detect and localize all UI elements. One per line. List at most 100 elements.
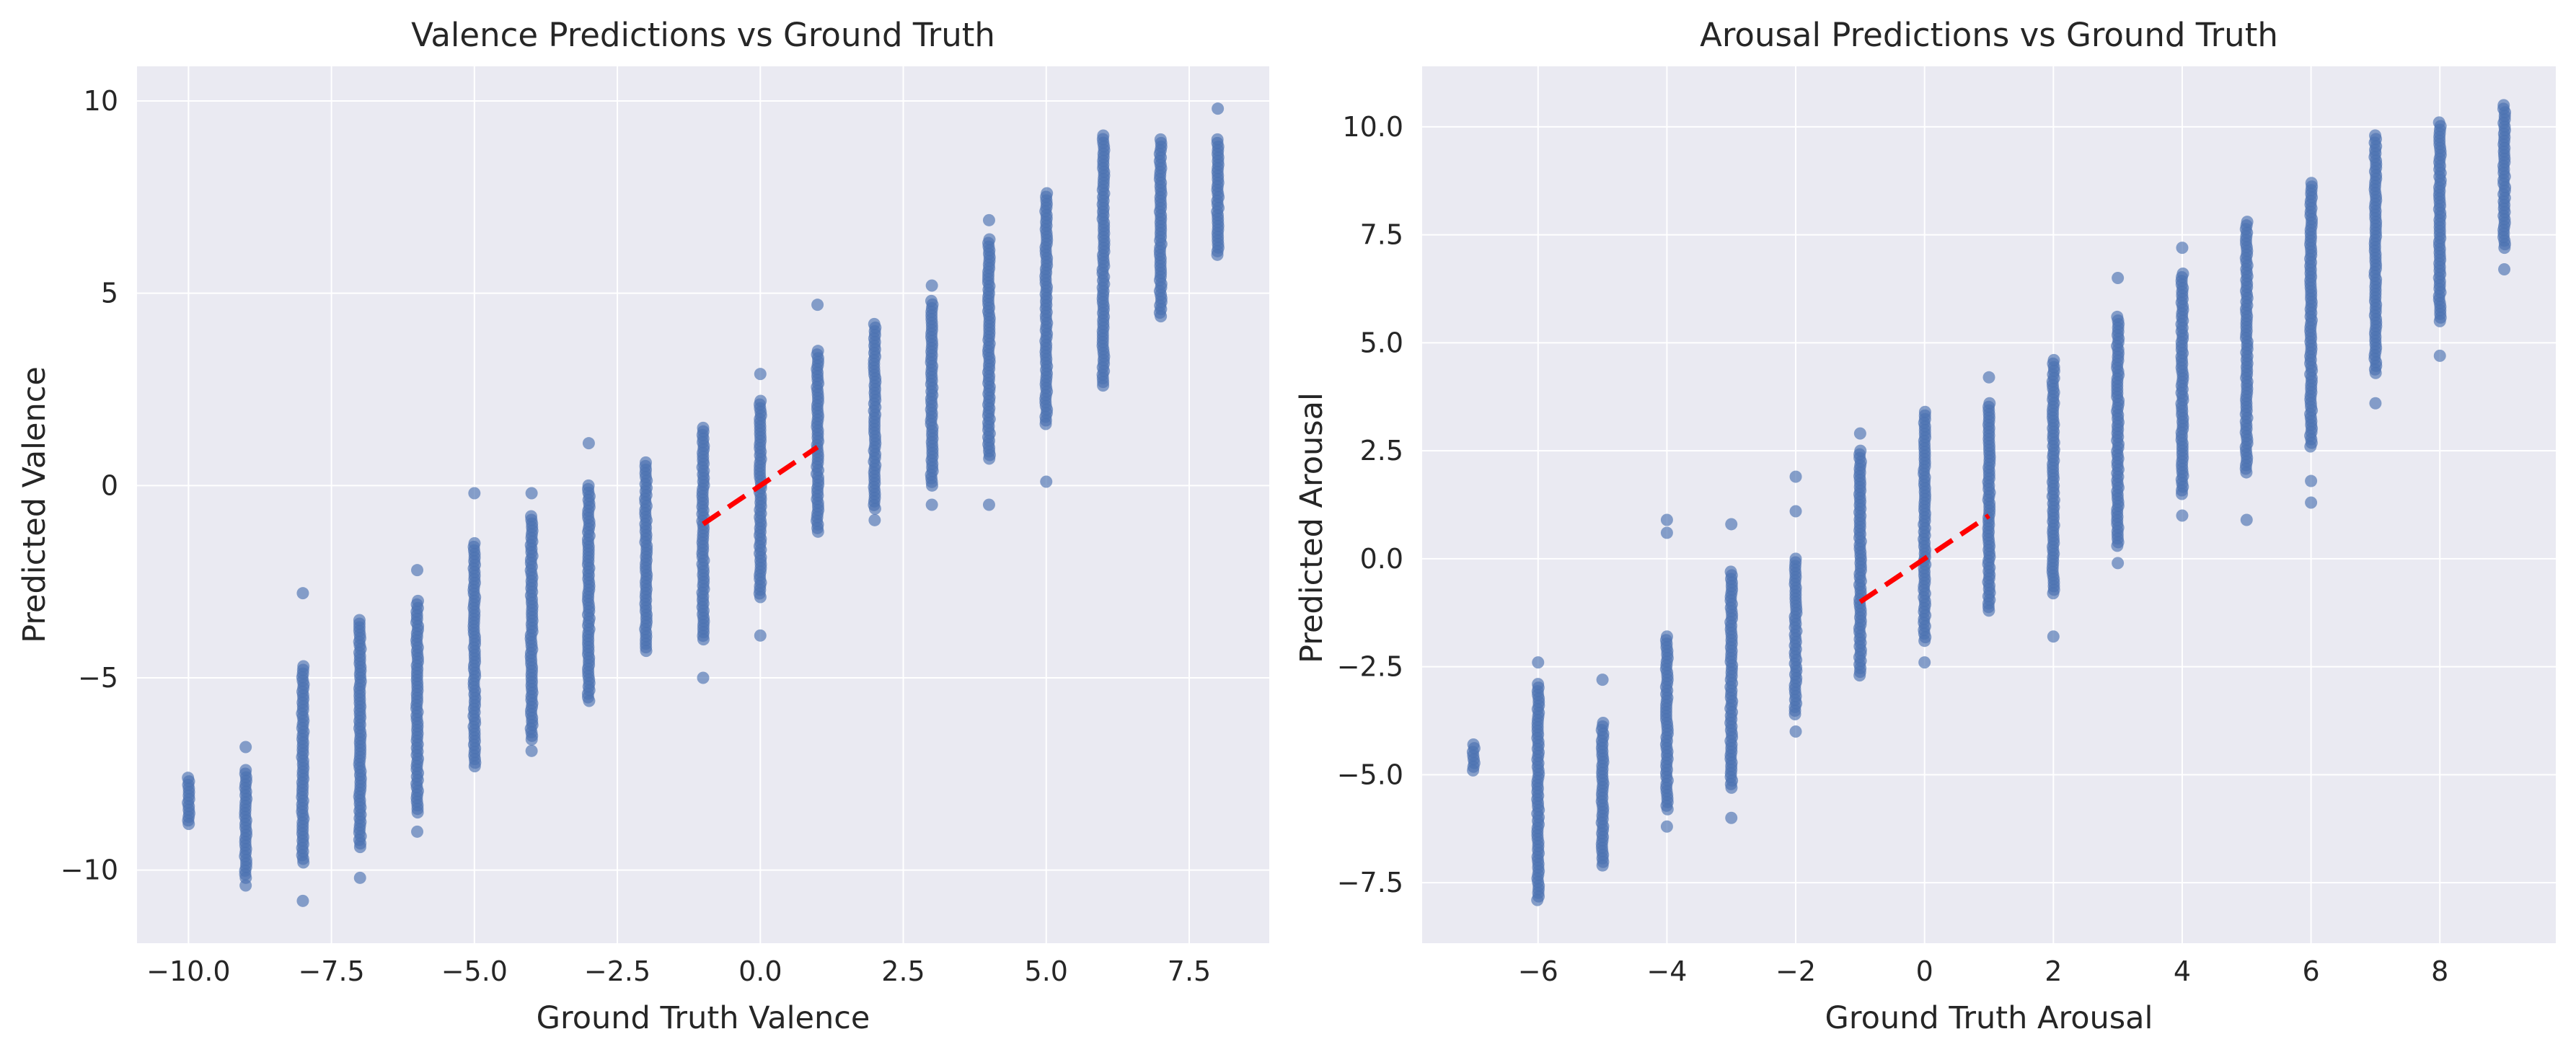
y-tick-label: −5.0 [1337,759,1403,790]
data-point [412,594,425,607]
data-point [2305,496,2318,509]
data-point [1789,470,1802,483]
y-tick-label: 7.5 [1360,219,1403,251]
data-point [1789,552,1802,565]
data-point [811,345,824,358]
data-point [525,487,538,500]
data-point [1853,427,1866,440]
data-point [1660,820,1673,833]
y-tick-label: 10 [84,85,118,117]
x-tick-label: 6 [2302,955,2319,987]
y-tick-label: 5.0 [1360,327,1403,358]
y-axis-label: Predicted Valence [17,366,53,643]
data-point [982,213,995,226]
y-tick-label: −5 [78,662,118,694]
data-point [868,513,881,526]
data-point [239,764,252,777]
y-tick-label: 5 [101,278,118,309]
y-tick-label: −2.5 [1337,651,1403,683]
arousal-panel: Arousal Predictions vs Ground Truth −6 −4… [1294,16,2556,1036]
data-point [2432,116,2445,129]
data-point [239,879,252,892]
x-tick-label: 5.0 [1025,955,1068,987]
data-point [525,510,538,523]
data-point [1789,505,1802,518]
data-point [2498,263,2511,276]
data-point [697,671,710,684]
data-point [925,279,938,292]
y-tick-label: 0 [101,469,118,501]
data-point [1789,725,1802,738]
x-tick-label: −2 [1776,955,1816,987]
data-point [1154,133,1167,146]
y-axis-label: Predicted Arousal [1294,392,1330,663]
data-point [468,536,481,549]
data-point [582,437,595,450]
data-point [1983,397,1996,410]
data-point [1724,565,1737,578]
data-point [2433,349,2446,362]
x-axis-label: Ground Truth Valence [537,1000,870,1036]
data-point [1918,405,1931,418]
data-point [2176,268,2189,281]
data-point [2112,557,2125,570]
x-tick-label: 2.5 [881,955,925,987]
data-point [411,825,424,838]
x-tick-label: 7.5 [1168,955,1211,987]
data-point [1660,513,1673,526]
y-tick-label: 10.0 [1342,111,1403,143]
reference-line [1858,513,1990,604]
data-point [411,564,424,577]
x-tick-label: 2 [2045,955,2062,987]
data-point [1982,371,1995,384]
y-tick-label: −10 [61,854,118,886]
x-axis-label: Ground Truth Arousal [1825,1000,2153,1036]
data-point [1918,656,1931,669]
data-point [525,744,538,757]
data-point [297,660,310,673]
data-point [1211,133,1224,146]
data-point [2047,353,2060,366]
x-tick-label: 0 [1916,955,1933,987]
data-point [296,894,309,907]
data-point [1467,738,1480,751]
data-point [1725,811,1738,824]
data-point [182,772,195,785]
x-tick-label: −7.5 [298,955,364,987]
chart-title: Valence Predictions vs Ground Truth [411,16,995,54]
data-point [239,741,252,754]
data-point [925,498,938,511]
data-point [1596,673,1609,686]
data-point [1660,526,1673,539]
x-tick-label: 4 [2174,955,2191,987]
data-point [353,871,366,884]
data-point [1040,475,1053,488]
data-point [2241,216,2254,229]
data-point [1532,656,1545,669]
data-point [2497,99,2510,112]
x-tick-label: −10.0 [146,955,230,987]
y-tick-label: 0.0 [1360,543,1403,575]
x-tick-label: 8 [2431,955,2448,987]
data-point [639,456,652,469]
data-point [2369,397,2382,410]
valence-panel: Valence Predictions vs Ground Truth −10.… [17,16,1269,1036]
data-point [983,233,996,246]
data-point [2111,310,2124,323]
data-point [1532,678,1545,691]
data-point [925,294,938,307]
chart-title: Arousal Predictions vs Ground Truth [1700,16,2278,54]
x-tick-label: 0.0 [738,955,782,987]
data-point [1597,717,1610,730]
data-point [1041,187,1054,200]
data-point [754,629,767,642]
data-point [582,479,595,492]
x-tick-label: −2.5 [584,955,650,987]
y-tick-label: −7.5 [1337,867,1403,898]
data-point [2176,242,2189,255]
data-point [754,394,767,407]
data-point [2305,474,2318,487]
data-point [468,487,481,500]
data-point [1212,102,1225,115]
